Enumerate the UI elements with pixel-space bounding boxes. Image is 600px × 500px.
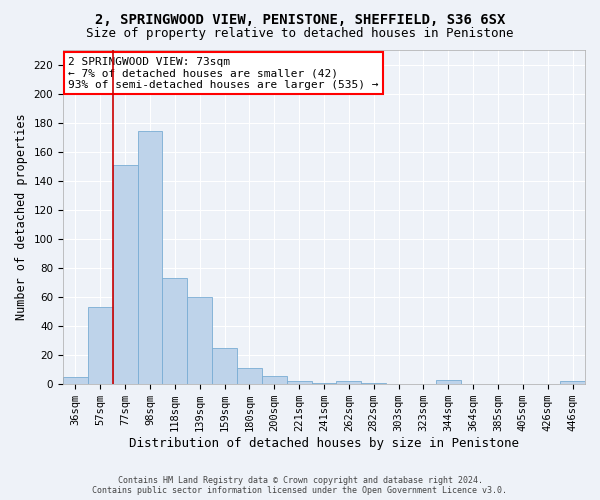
Bar	[560, 382, 585, 384]
Bar	[337, 382, 361, 384]
Bar	[287, 382, 311, 384]
Bar	[187, 297, 212, 384]
Bar	[237, 368, 262, 384]
Text: 2, SPRINGWOOD VIEW, PENISTONE, SHEFFIELD, S36 6SX: 2, SPRINGWOOD VIEW, PENISTONE, SHEFFIELD…	[95, 12, 505, 26]
Bar	[63, 377, 88, 384]
Y-axis label: Number of detached properties: Number of detached properties	[15, 114, 28, 320]
Bar	[113, 165, 137, 384]
Bar	[88, 307, 113, 384]
Text: Size of property relative to detached houses in Penistone: Size of property relative to detached ho…	[86, 28, 514, 40]
Bar	[212, 348, 237, 384]
Bar	[361, 383, 386, 384]
X-axis label: Distribution of detached houses by size in Penistone: Distribution of detached houses by size …	[129, 437, 519, 450]
Bar	[262, 376, 287, 384]
Bar	[311, 383, 337, 384]
Text: 2 SPRINGWOOD VIEW: 73sqm
← 7% of detached houses are smaller (42)
93% of semi-de: 2 SPRINGWOOD VIEW: 73sqm ← 7% of detache…	[68, 56, 379, 90]
Bar	[137, 132, 163, 384]
Bar	[436, 380, 461, 384]
Text: Contains HM Land Registry data © Crown copyright and database right 2024.
Contai: Contains HM Land Registry data © Crown c…	[92, 476, 508, 495]
Bar	[163, 278, 187, 384]
